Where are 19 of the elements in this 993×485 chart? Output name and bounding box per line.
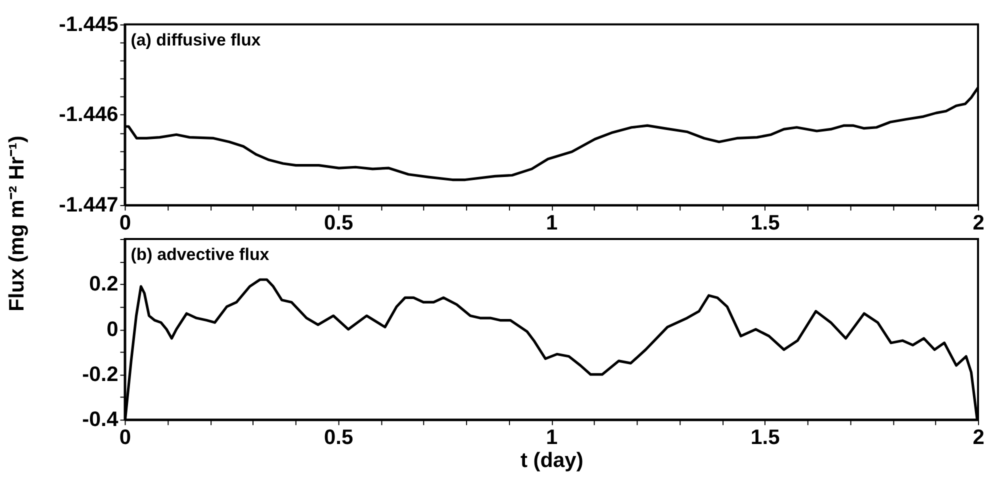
x-axis-title: t (day) <box>520 449 584 472</box>
annotation: (b) advective flux <box>130 244 270 264</box>
x-tick-label: 0.5 <box>324 212 354 235</box>
x-tick-label: 0.5 <box>324 426 354 450</box>
x-tick-label: 2 <box>972 426 984 450</box>
y-tick-label: -0.2 <box>82 362 118 386</box>
y-tick-label: 0 <box>106 318 118 341</box>
y-tick-label: -1.445 <box>58 12 119 36</box>
x-tick-label: 1 <box>546 426 558 450</box>
annotation: (a) diffusive flux <box>130 30 262 50</box>
x-tick-label: 2 <box>972 212 984 235</box>
y-axis-title: Flux (mg m⁻² Hr⁻¹) <box>5 136 28 312</box>
y-tick-label: -1.447 <box>58 194 118 217</box>
y-tick-label: -0.4 <box>82 408 119 432</box>
x-tick-label: 1 <box>546 212 558 235</box>
x-tick-label: 1.5 <box>750 426 780 450</box>
y-tick-label: 0.2 <box>89 272 118 296</box>
x-tick-label: 1.5 <box>750 212 780 235</box>
y-tick-label: -1.446 <box>58 103 118 126</box>
